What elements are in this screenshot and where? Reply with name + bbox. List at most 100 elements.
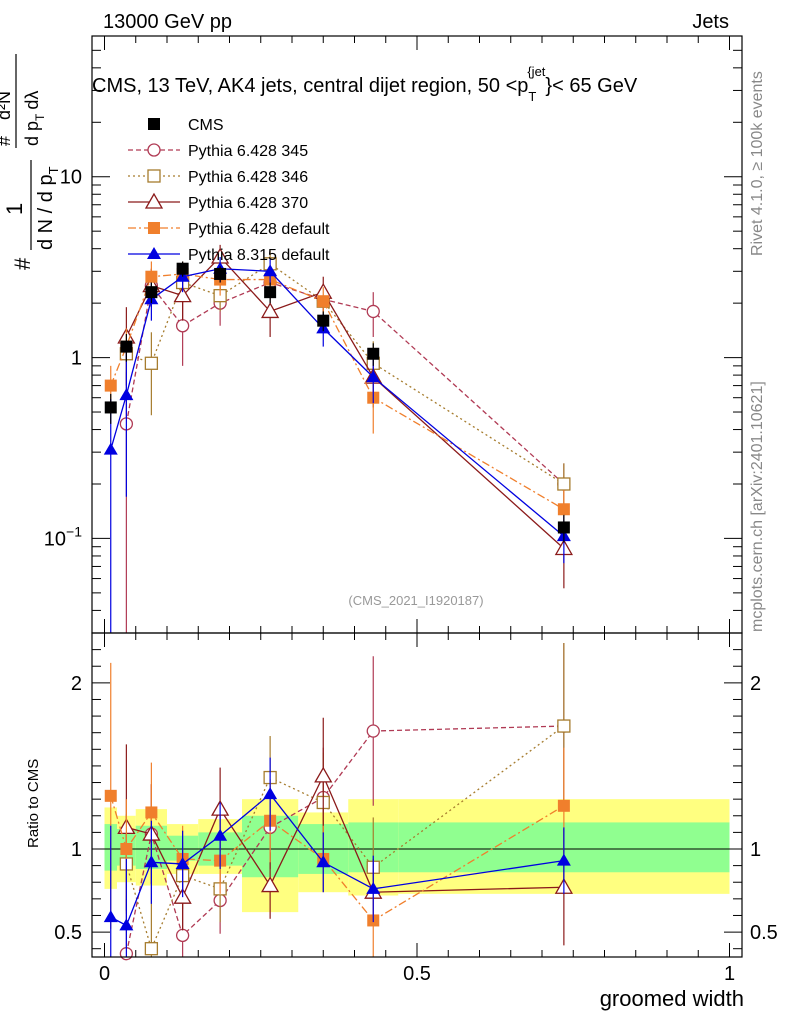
ratio-point — [104, 789, 117, 802]
data-point — [557, 503, 570, 516]
y-tick-label-exp: −1 — [66, 523, 82, 539]
y-tick-label-base: 10 — [44, 528, 66, 550]
x-tick-label: 0 — [99, 963, 110, 985]
ratio-line — [125, 725, 564, 954]
ratio-tick-label-right: 2 — [750, 673, 761, 695]
analysis-watermark: (CMS_2021_I1920187) — [348, 593, 483, 608]
legend-marker — [147, 169, 161, 183]
ratio-point — [261, 876, 280, 893]
ratio-point — [175, 856, 190, 869]
main-series — [103, 244, 573, 633]
ratio-tick-label: 1 — [71, 839, 82, 861]
ratio-tick-label-right: 1 — [750, 839, 761, 861]
ratio-point — [557, 719, 571, 733]
ylabel-den: d N / d pT — [35, 166, 61, 250]
legend-label: Pythia 6.428 345 — [188, 143, 308, 160]
chart-title: CMS, 13 TeV, AK4 jets, central dijet reg… — [92, 64, 638, 104]
ylabel-den-two: d pTdλ — [22, 91, 47, 146]
data-point — [120, 340, 133, 353]
legend-label: Pythia 6.428 346 — [188, 169, 308, 186]
data-point — [103, 442, 118, 455]
data-point — [104, 401, 117, 414]
ratio-pythia-8-315-default — [103, 757, 571, 957]
x-tick-label: 0.5 — [403, 963, 431, 985]
ratio-series — [103, 642, 573, 961]
title-sub: T — [528, 89, 536, 104]
legend-entry: Pythia 6.428 370 — [128, 192, 308, 212]
legend: CMS Pythia 6.428 345 Pythia 6.428 346 Pythi… — [128, 117, 330, 264]
ratio-point — [366, 881, 381, 894]
legend-label: Pythia 8.315 default — [188, 247, 330, 264]
ratio-point — [103, 910, 118, 923]
main-ylabel: # 1 d N / d pT # d²N d pTdλ — [0, 54, 61, 270]
x-tick-label: 1 — [724, 963, 735, 985]
side-text-mcplots: mcplots.cern.ch [arXiv:2401.10621] — [749, 381, 766, 632]
y-tick-label-0.1: 10−1 — [44, 523, 82, 550]
ylabel-den-text: d N / d p — [35, 174, 57, 250]
data-point — [263, 264, 278, 277]
ratio-point — [314, 766, 333, 783]
data-point — [104, 379, 117, 392]
ratio-point — [556, 853, 571, 866]
data-point — [214, 267, 227, 280]
ratio-tick-label-right: 0.5 — [750, 922, 778, 944]
title-sup: {jet — [527, 64, 545, 79]
data-point — [317, 314, 330, 327]
legend-entry: Pythia 6.428 345 — [128, 143, 308, 160]
ratio-point — [144, 942, 159, 956]
ratio-point — [316, 855, 331, 868]
legend-marker — [144, 192, 164, 209]
ylabel-hash-2: # — [0, 136, 14, 146]
data-point — [317, 295, 330, 308]
ylabel-den-sub: T — [46, 166, 61, 174]
data-point — [173, 286, 192, 303]
data-point — [557, 477, 571, 491]
legend-label: CMS — [188, 117, 224, 134]
data-point — [144, 356, 159, 370]
ratio-point — [263, 787, 278, 800]
legend-marker — [148, 222, 160, 234]
ylabel-hash-1: # — [10, 257, 35, 270]
data-point — [557, 521, 570, 534]
ylabel-num-two: d²N — [0, 91, 14, 120]
ratio-line — [126, 774, 564, 899]
ratio-point — [120, 843, 133, 855]
x-axis-label: groomed width — [600, 986, 744, 1011]
ratio-point — [144, 855, 159, 868]
series-line — [125, 281, 565, 485]
series-cms — [104, 261, 570, 543]
data-point — [145, 286, 158, 299]
y-tick-label-10: 10 — [60, 167, 82, 189]
legend-marker — [148, 118, 160, 130]
ratio-point — [119, 918, 134, 931]
title-pre: CMS, 13 TeV, AK4 jets, central dijet reg… — [92, 75, 528, 97]
ylabel-den-two-text: d p — [22, 121, 42, 146]
ratio-point — [213, 828, 228, 841]
series-line — [126, 263, 565, 485]
data-point — [366, 304, 380, 319]
ratio-frame — [91, 632, 743, 958]
ratio-tick-label: 0.5 — [54, 922, 82, 944]
data-point — [145, 270, 158, 283]
ylabel-den-two-end: dλ — [22, 91, 42, 110]
legend-marker — [147, 143, 161, 157]
series-line — [110, 273, 565, 510]
legend-entry: Pythia 6.428 346 — [128, 169, 308, 186]
ratio-point — [145, 806, 158, 819]
data-point — [175, 319, 190, 333]
legend-entry: CMS — [148, 117, 224, 134]
series-line — [125, 256, 565, 549]
legend-entry: Pythia 8.315 default — [128, 247, 330, 264]
data-point — [261, 302, 280, 319]
data-point — [176, 262, 189, 275]
legend-marker — [147, 247, 161, 259]
series-pythia-6-428-370 — [117, 244, 573, 589]
data-point — [367, 347, 380, 360]
ratio-point — [557, 799, 570, 812]
y-tick-label-1: 1 — [71, 348, 82, 370]
legend-label: Pythia 6.428 default — [188, 221, 330, 238]
data-point — [264, 286, 277, 299]
ratio-ylabel: Ratio to CMS — [25, 759, 42, 848]
